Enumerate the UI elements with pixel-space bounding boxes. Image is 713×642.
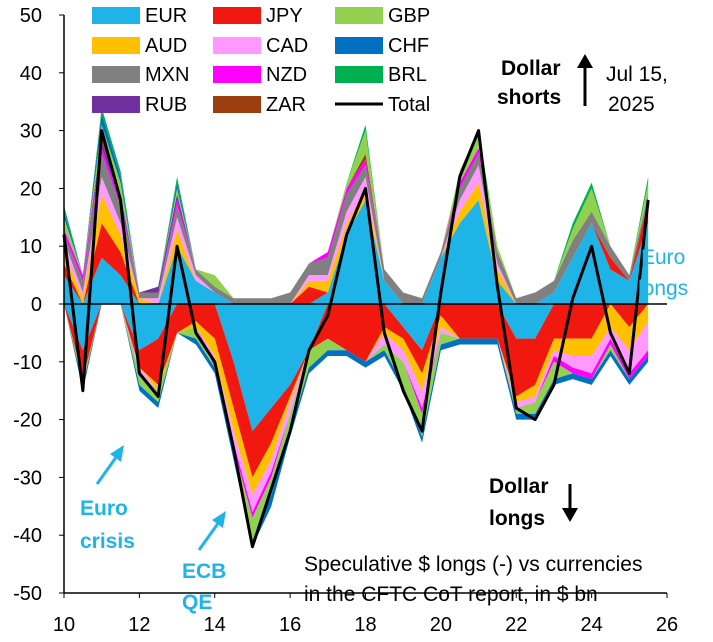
dollar-shorts-label-1: Dollar	[501, 57, 561, 80]
legend-swatch-nzd	[213, 66, 261, 83]
ecb-qe-arrow-icon	[197, 511, 226, 551]
area-mxn-positive	[64, 153, 649, 304]
x-tick-label: 14	[204, 614, 226, 636]
legend-label-total: Total	[388, 94, 430, 116]
caption-line-2: in the CFTC CoT report, in $ bn	[304, 583, 598, 606]
date-label-1: Jul 15,	[606, 63, 668, 86]
ecb-qe-label-2: QE	[182, 591, 212, 614]
legend-swatch-mxn	[92, 66, 140, 83]
y-tick-label: 10	[20, 236, 42, 258]
x-tick-label: 24	[581, 614, 603, 636]
date-label-2: 2025	[608, 93, 655, 116]
y-tick-label: -10	[13, 352, 42, 374]
euro-longs-label-2: longs	[638, 277, 688, 300]
legend-swatch-brl	[335, 66, 383, 83]
y-tick-label: -40	[13, 525, 42, 547]
x-tick-label: 16	[279, 614, 301, 636]
legend-swatch-aud	[92, 37, 140, 54]
y-tick-label: 30	[20, 121, 42, 143]
total-line-group	[62, 129, 650, 549]
dollar-shorts-label-2: shorts	[497, 86, 561, 109]
legend-label-aud: AUD	[145, 35, 187, 57]
legend-swatch-chf	[335, 37, 383, 54]
ecb-qe-label-1: ECB	[182, 560, 226, 583]
legend-swatch-cad	[213, 37, 261, 54]
legend-swatch-zar	[213, 96, 261, 113]
area-gbp-positive	[64, 124, 649, 299]
x-tick-label: 22	[505, 614, 527, 636]
x-tick-label: 10	[53, 614, 75, 636]
legend-label-nzd: NZD	[266, 64, 307, 86]
y-tick-label: 50	[20, 5, 42, 27]
x-tick-label: 12	[128, 614, 150, 636]
legend-label-zar: ZAR	[266, 94, 306, 116]
y-tick-label: 40	[20, 63, 42, 85]
x-tick-label: 26	[656, 614, 678, 636]
up-arrow-icon	[577, 54, 593, 106]
y-tick-label: -50	[13, 583, 42, 605]
y-tick-label: 20	[20, 178, 42, 200]
area-jpy-negative	[64, 304, 649, 478]
x-tick-label: 18	[354, 614, 376, 636]
legend-label-mxn: MXN	[145, 64, 189, 86]
y-tick-label: 0	[31, 294, 42, 316]
legend-label-gbp: GBP	[388, 5, 430, 27]
area-chf-negative	[64, 304, 649, 547]
dollar-longs-label-2: longs	[489, 507, 545, 530]
legend-swatch-rub	[92, 96, 140, 113]
euro-longs-label-1: Euro	[641, 246, 685, 269]
legend-swatch-gbp	[335, 7, 383, 24]
area-eur-positive	[64, 199, 649, 304]
area-aud-positive	[64, 182, 649, 304]
legend-label-rub: RUB	[145, 94, 187, 116]
series-total-line	[62, 129, 650, 549]
y-tick-label: -20	[13, 410, 42, 432]
legend-swatch-jpy	[213, 7, 261, 24]
dollar-longs-label-1: Dollar	[489, 475, 549, 498]
euro-crisis-label-2: crisis	[80, 530, 135, 553]
legend-label-chf: CHF	[388, 35, 429, 57]
legend-label-jpy: JPY	[266, 5, 303, 27]
legend: EUR JPY GBP AUD CAD CHF MXN NZD BRL RUB ZAR Total	[92, 5, 430, 116]
stacked-areas	[64, 107, 649, 547]
euro-crisis-arrow-icon	[95, 445, 124, 485]
down-arrow-icon	[562, 484, 578, 522]
x-tick-label: 20	[430, 614, 452, 636]
legend-label-eur: EUR	[145, 5, 187, 27]
area-cad-positive	[64, 165, 649, 304]
legend-label-cad: CAD	[266, 35, 308, 57]
legend-swatch-eur	[92, 7, 140, 24]
area-nzd-positive	[64, 147, 649, 299]
y-tick-label: -30	[13, 467, 42, 489]
legend-label-brl: BRL	[388, 64, 427, 86]
euro-crisis-label-1: Euro	[80, 497, 128, 520]
annotations: Dollar shorts Jul 15, 2025 Euro longs Do…	[80, 54, 688, 614]
caption-line-1: Speculative $ longs (-) vs currencies	[304, 553, 642, 576]
axes: -50 -40 -30 -20 -10 0 10 20 30 40 50 10 12 14 16 18 20 22…	[13, 5, 678, 636]
